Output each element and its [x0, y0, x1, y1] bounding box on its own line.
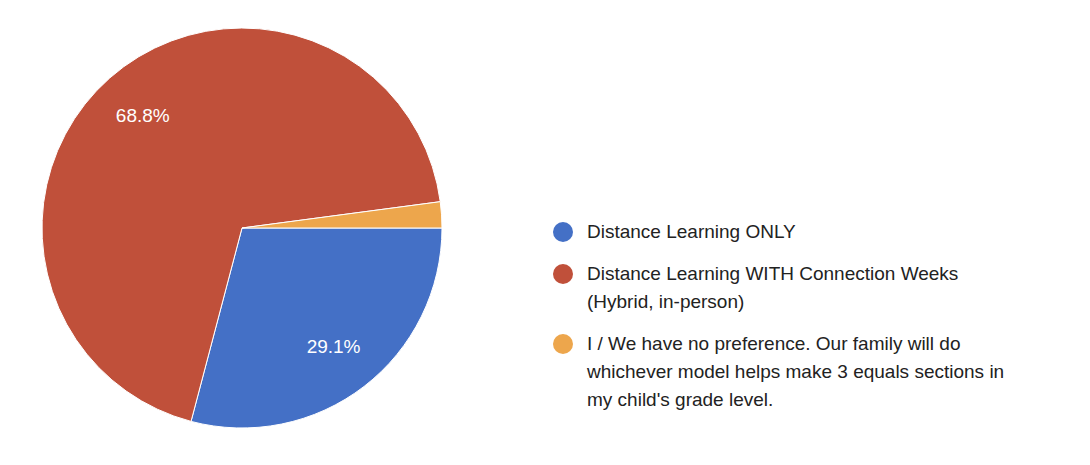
html-text:Distance Learning ONLY: Distance Learning ONLY	[587, 221, 796, 242]
svg-text:29.1%: 29.1%	[307, 336, 361, 357]
html-text:I / We have no preference. Our: I / We have no preference. Our family wi…	[587, 333, 1005, 410]
svg-text:68.8%: 68.8%	[116, 105, 170, 126]
html-text:Distance Learning WITH Connect: Distance Learning WITH Connection Weeks …	[587, 263, 959, 312]
